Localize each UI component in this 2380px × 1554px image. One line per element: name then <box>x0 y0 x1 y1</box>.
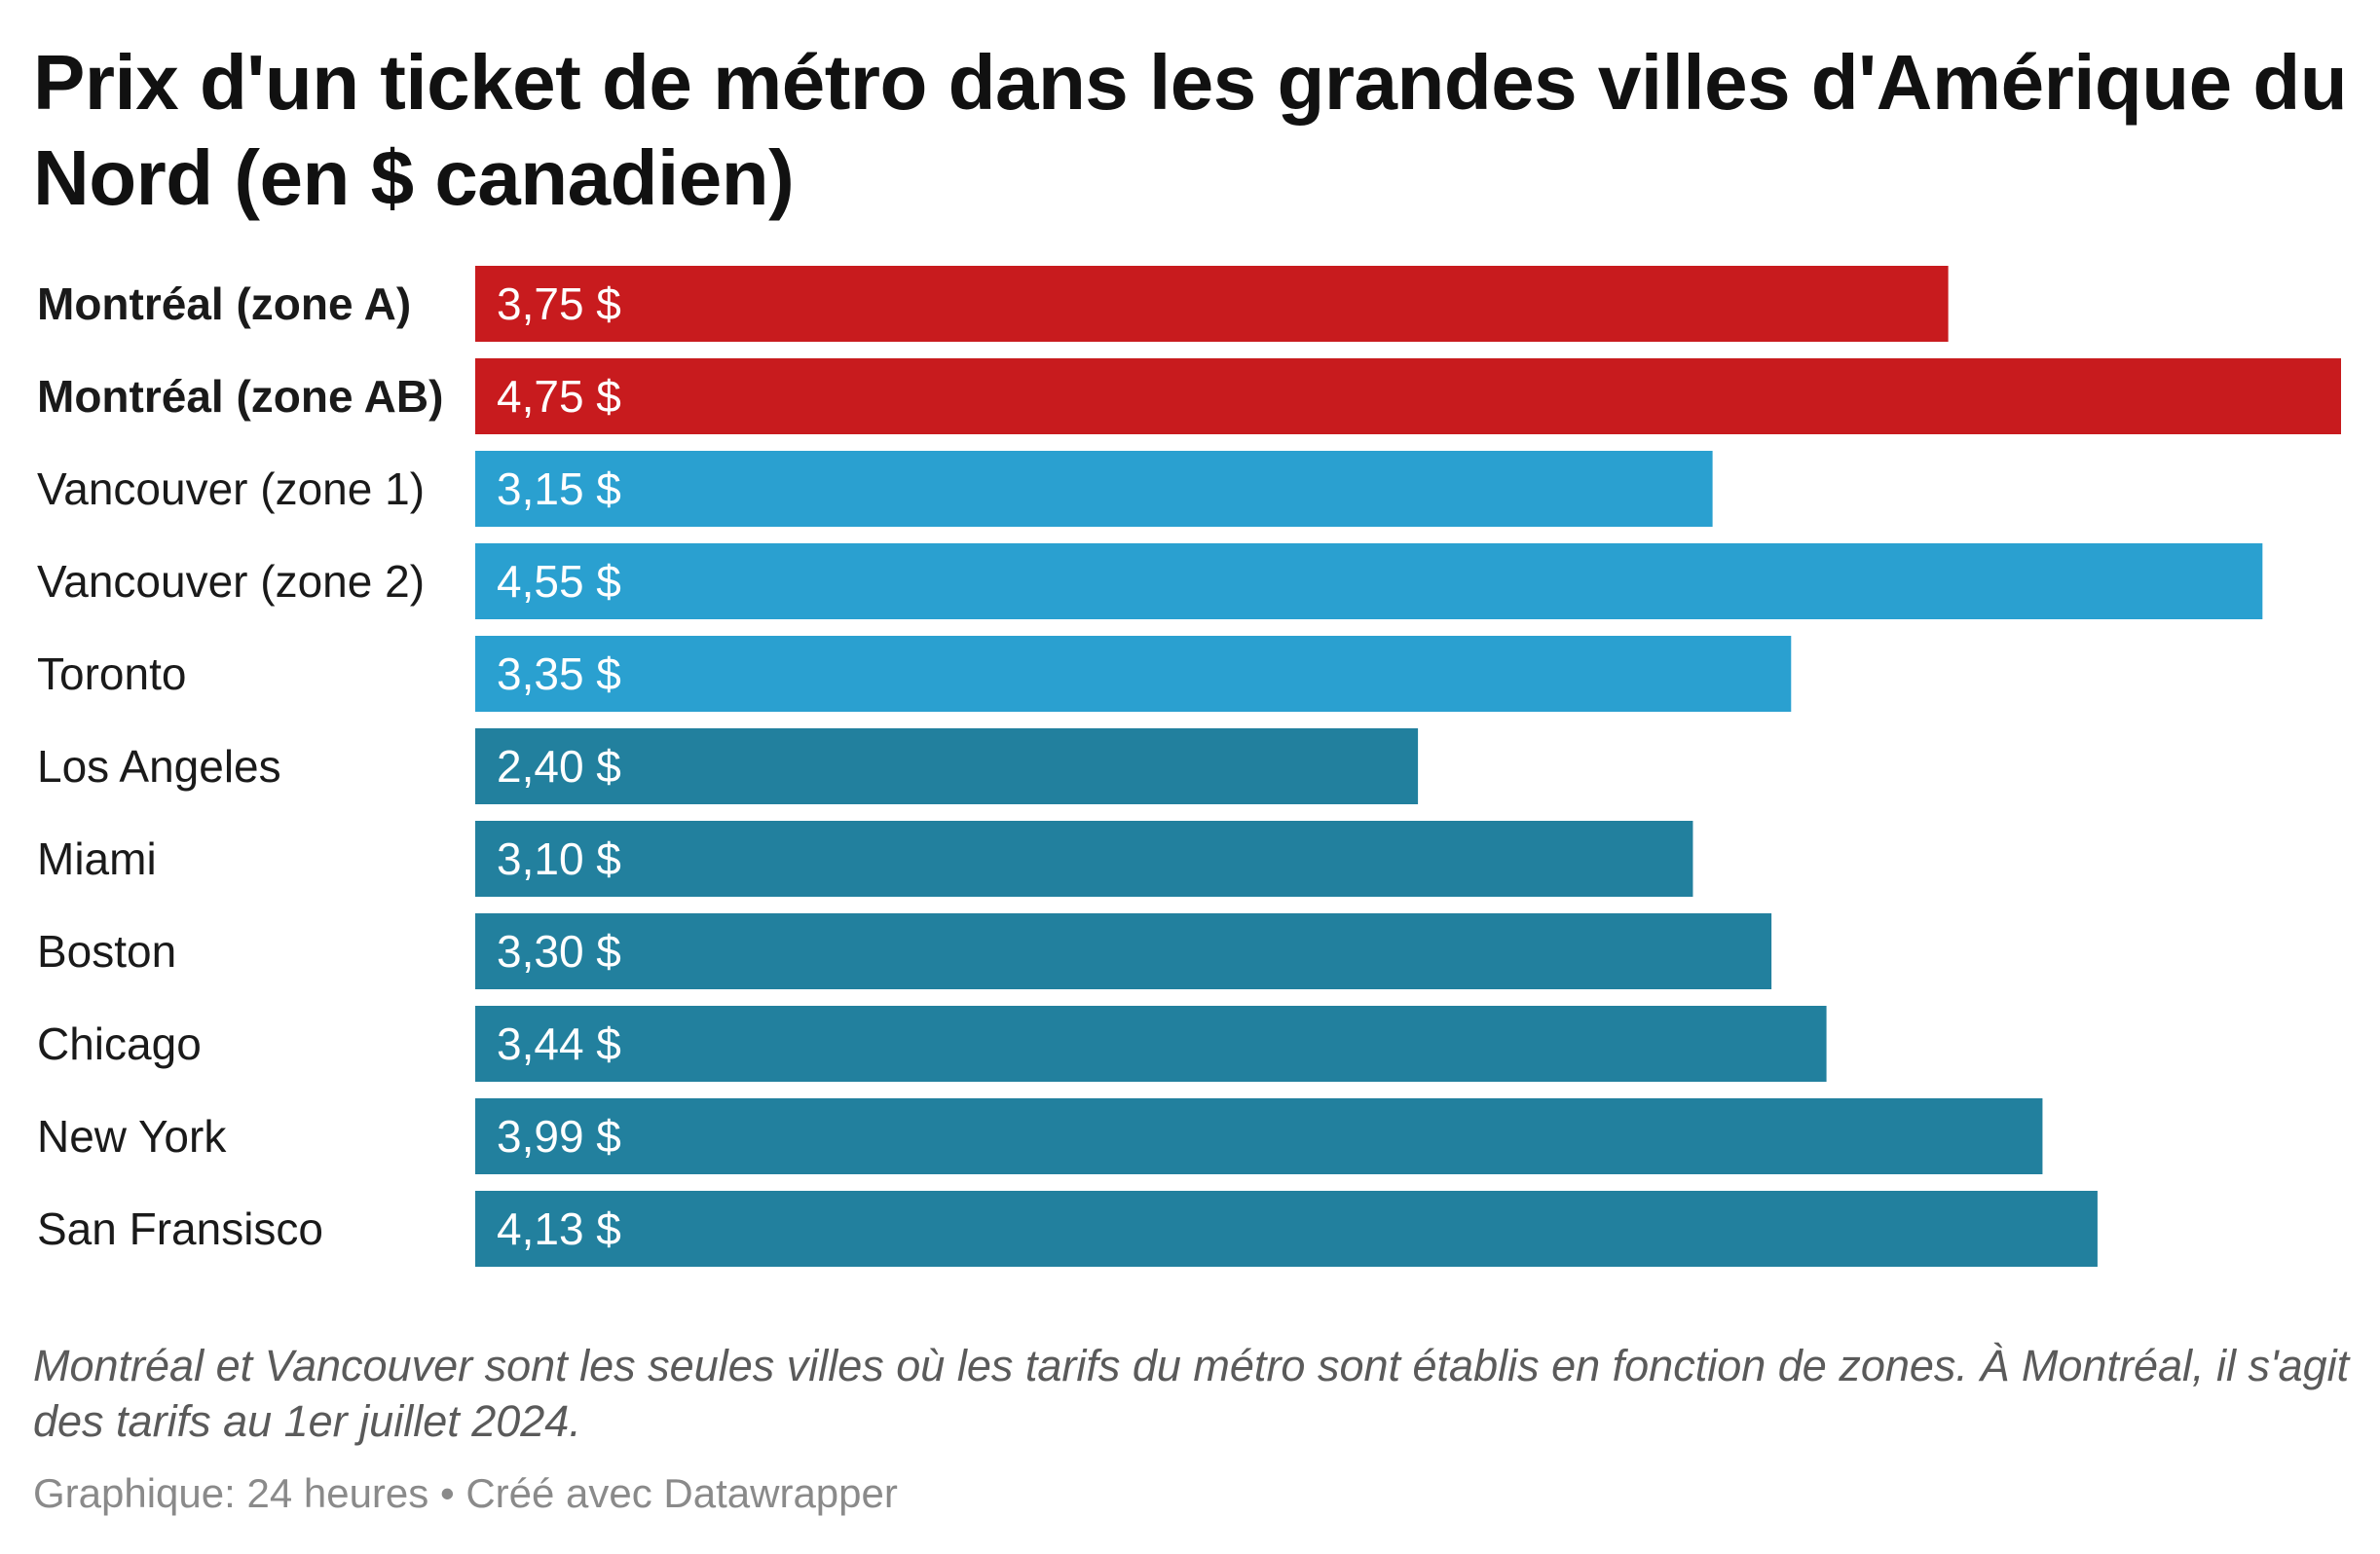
category-label: Vancouver (zone 2) <box>37 556 425 607</box>
bar <box>475 1191 2098 1267</box>
bar <box>475 1006 1827 1082</box>
category-label: Vancouver (zone 1) <box>37 463 425 514</box>
category-label: Los Angeles <box>37 741 281 792</box>
value-label: 3,35 $ <box>497 648 621 699</box>
value-label: 3,10 $ <box>497 833 621 884</box>
value-label: 3,30 $ <box>497 926 621 977</box>
category-label: San Fransisco <box>37 1203 323 1254</box>
value-label: 3,99 $ <box>497 1111 621 1162</box>
bar <box>475 543 2263 619</box>
bar <box>475 821 1693 897</box>
value-label: 3,15 $ <box>497 463 621 514</box>
bar <box>475 728 1419 804</box>
value-label: 3,44 $ <box>497 1018 621 1069</box>
category-label: Miami <box>37 833 157 884</box>
category-label: Chicago <box>37 1018 202 1069</box>
bar-chart: Montréal (zone A) 3,75 $ Montréal (zone AB… <box>37 266 2341 1267</box>
category-label: Toronto <box>37 648 186 699</box>
value-label: 2,40 $ <box>497 741 621 792</box>
chart-notes: Montréal et Vancouver sont les seules vi… <box>33 1341 2350 1446</box>
bar <box>475 636 1792 712</box>
chart-title: Prix d'un ticket de métro dans les grand… <box>33 39 2348 221</box>
value-label: 4,75 $ <box>497 371 621 422</box>
category-label: New York <box>37 1111 227 1162</box>
category-label: Montréal (zone A) <box>37 278 411 329</box>
value-label: 4,55 $ <box>497 556 621 607</box>
bar <box>475 1098 2043 1174</box>
category-label: Boston <box>37 926 176 977</box>
bar <box>475 358 2341 434</box>
category-label: Montréal (zone AB) <box>37 371 443 422</box>
value-label: 4,13 $ <box>497 1203 621 1254</box>
bar <box>475 913 1772 989</box>
bar <box>475 266 1949 342</box>
chart-source: Graphique: 24 heures • Créé avec Datawra… <box>33 1470 898 1516</box>
value-label: 3,75 $ <box>497 278 621 329</box>
bar <box>475 451 1713 527</box>
